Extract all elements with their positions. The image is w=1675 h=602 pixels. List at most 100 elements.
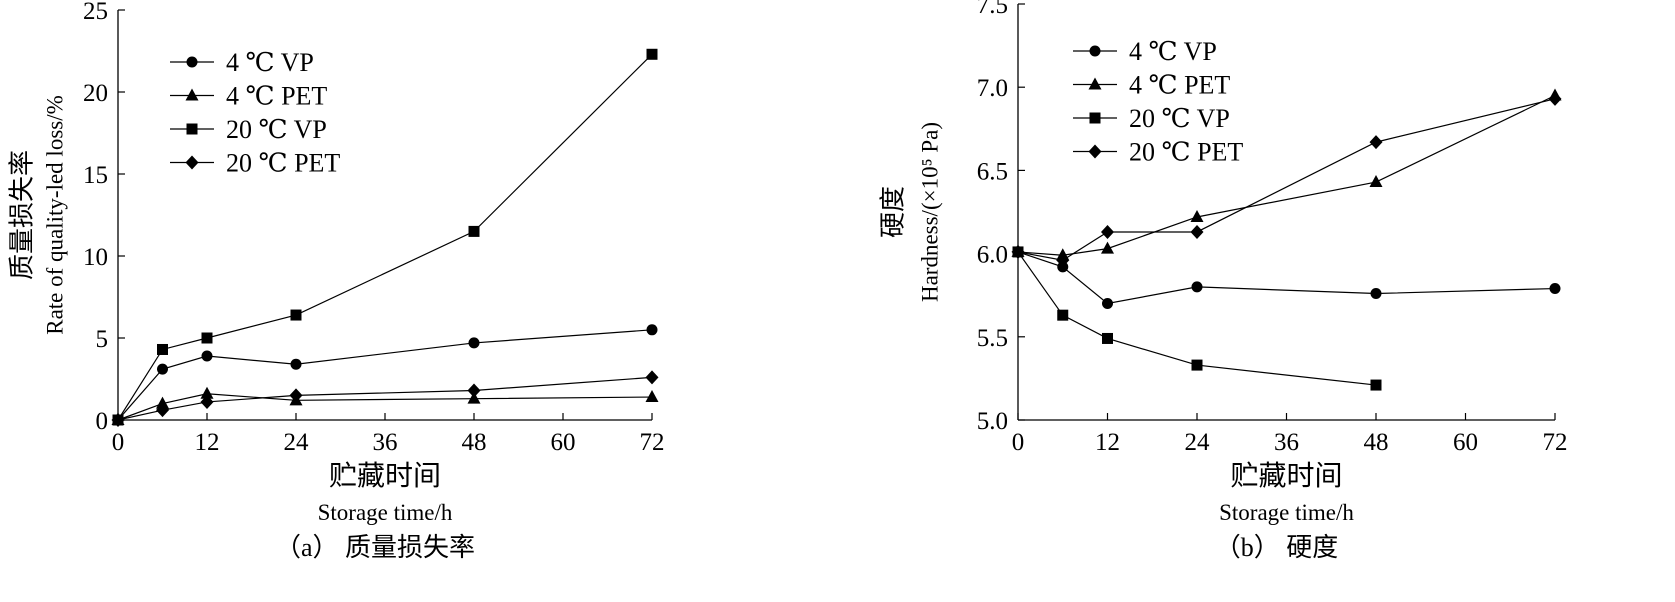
y-tick-label: 6.0 bbox=[977, 242, 1008, 269]
y-tick-label: 20 bbox=[83, 80, 108, 107]
series-line bbox=[1017, 251, 1556, 305]
data-point bbox=[467, 383, 481, 398]
legend-marker bbox=[186, 56, 198, 68]
x-tick-label: 60 bbox=[551, 429, 576, 456]
legend-label: 20 ℃ PET bbox=[226, 149, 340, 178]
legend-marker bbox=[1089, 112, 1101, 124]
data-point bbox=[1370, 288, 1382, 300]
x-tick-label: 48 bbox=[462, 429, 487, 456]
data-point bbox=[468, 225, 480, 237]
data-point bbox=[290, 358, 302, 370]
data-point bbox=[1369, 135, 1383, 150]
legend-marker bbox=[185, 155, 199, 170]
data-point bbox=[645, 370, 659, 385]
series-square bbox=[112, 48, 658, 426]
data-point bbox=[1101, 224, 1114, 239]
y-tick-label: 0 bbox=[96, 408, 109, 435]
x-tick-label: 48 bbox=[1364, 429, 1389, 456]
legend-label: 4 ℃ PET bbox=[1129, 71, 1230, 100]
series-line bbox=[1017, 98, 1556, 261]
data-point bbox=[1190, 209, 1204, 222]
y-axis-label-cn: 质量损失率 bbox=[8, 150, 37, 280]
series-diamond bbox=[1011, 91, 1562, 268]
data-point bbox=[646, 48, 658, 60]
data-point bbox=[289, 388, 303, 403]
data-point bbox=[157, 363, 168, 375]
data-point bbox=[467, 391, 481, 404]
x-tick-label: 60 bbox=[1453, 429, 1478, 456]
data-point bbox=[156, 396, 169, 409]
legend: 4 ℃ VP 4 ℃ PET 20 ℃ VP 20 ℃ PET bbox=[170, 48, 340, 178]
x-tick-label: 12 bbox=[195, 429, 220, 456]
data-point bbox=[201, 332, 213, 344]
legend-marker bbox=[186, 123, 198, 135]
y-tick-label: 5.0 bbox=[977, 408, 1008, 435]
legend-label: 4 ℃ PET bbox=[226, 82, 327, 111]
data-point bbox=[646, 324, 658, 336]
x-tick-label: 36 bbox=[373, 429, 398, 456]
series-circle bbox=[112, 324, 658, 426]
data-point bbox=[157, 343, 168, 355]
y-tick-label: 6.5 bbox=[977, 158, 1008, 185]
series-line bbox=[117, 53, 653, 421]
y-axis-label-en: Hardness/(×10⁵ Pa) bbox=[918, 122, 943, 302]
data-point bbox=[111, 413, 125, 427]
x-tick-label: 72 bbox=[1543, 429, 1568, 456]
data-point bbox=[156, 403, 169, 418]
chart-panel-b: 0 12 24 36 48 60 725.05.56.06.57.07.54 ℃ VP4 ℃… bbox=[879, 0, 1568, 562]
data-point bbox=[645, 390, 659, 403]
panel-caption: （a） 质量损失率 bbox=[275, 533, 475, 562]
x-axis-label-en: Storage time/h bbox=[1219, 500, 1354, 525]
series-line bbox=[117, 376, 653, 421]
data-point bbox=[201, 350, 213, 362]
x-axis-label-cn: 贮藏时间 bbox=[329, 460, 441, 492]
x-tick-label: 24 bbox=[284, 429, 310, 456]
series-circle bbox=[1012, 246, 1561, 310]
panel-caption: （b） 硬度 bbox=[1215, 533, 1339, 562]
series-line bbox=[1017, 94, 1556, 256]
data-point bbox=[1102, 298, 1113, 310]
y-tick-label: 10 bbox=[83, 244, 108, 271]
data-point bbox=[200, 394, 214, 409]
y-tick-label: 5 bbox=[96, 326, 109, 353]
x-tick-label: 24 bbox=[1185, 429, 1211, 456]
data-point bbox=[1370, 379, 1382, 391]
y-axis-label-en: Rate of quality-led loss/% bbox=[43, 95, 68, 335]
data-point bbox=[1190, 224, 1204, 239]
data-point bbox=[468, 337, 480, 349]
legend-label: 20 ℃ PET bbox=[1129, 138, 1243, 167]
y-tick-label: 25 bbox=[83, 0, 108, 25]
x-tick-label: 0 bbox=[112, 429, 125, 456]
x-tick-label: 0 bbox=[1012, 429, 1025, 456]
data-point bbox=[1102, 332, 1113, 344]
legend-label: 4 ℃ VP bbox=[226, 48, 314, 77]
data-point bbox=[1011, 244, 1025, 259]
y-axis-label-cn: 硬度 bbox=[879, 186, 908, 238]
series-line bbox=[117, 329, 653, 421]
data-point bbox=[1548, 91, 1562, 106]
legend-marker bbox=[1089, 45, 1101, 57]
x-axis-label-cn: 贮藏时间 bbox=[1230, 460, 1342, 492]
legend-marker bbox=[1088, 144, 1102, 159]
legend-label: 4 ℃ VP bbox=[1129, 37, 1217, 66]
data-point bbox=[1057, 309, 1069, 321]
series-line bbox=[117, 393, 653, 421]
y-tick-label: 7.0 bbox=[977, 75, 1008, 102]
series-diamond bbox=[111, 370, 659, 427]
legend-label: 20 ℃ VP bbox=[226, 115, 327, 144]
data-point bbox=[1191, 281, 1203, 293]
data-point bbox=[200, 386, 214, 399]
y-tick-label: 7.5 bbox=[977, 0, 1008, 19]
data-point bbox=[1549, 283, 1561, 295]
data-point bbox=[1101, 241, 1114, 254]
legend-marker bbox=[185, 88, 199, 101]
legend-marker bbox=[1088, 77, 1102, 90]
x-tick-label: 36 bbox=[1274, 429, 1299, 456]
y-tick-label: 15 bbox=[83, 162, 108, 189]
legend: 4 ℃ VP 4 ℃ PET 20 ℃ VP 20 ℃ PET bbox=[1073, 37, 1243, 167]
x-axis-label-en: Storage time/h bbox=[318, 500, 453, 525]
data-point bbox=[1191, 359, 1203, 371]
x-tick-label: 12 bbox=[1095, 429, 1120, 456]
chart-panel-a: 0 12 24 36 48 60 72 0 5 10 15 20 25 4 ℃ VP 4 ℃ PET 20 ℃… bbox=[8, 0, 665, 562]
